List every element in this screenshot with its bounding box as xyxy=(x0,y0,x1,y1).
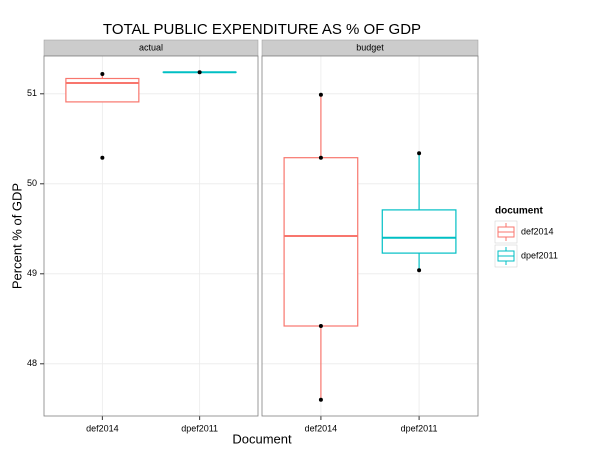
point xyxy=(100,72,105,76)
facet-label: actual xyxy=(139,42,163,52)
x-tick-label: dpef2011 xyxy=(181,423,218,433)
box xyxy=(283,157,359,327)
y-axis-title: Percent % of GDP xyxy=(9,183,24,289)
point xyxy=(100,155,105,160)
x-tick-label: dpef2011 xyxy=(401,423,438,433)
point xyxy=(318,92,323,97)
chart-title: TOTAL PUBLIC EXPENDITURE AS % OF GDP xyxy=(103,21,421,38)
panel xyxy=(44,56,258,416)
y-tick-label: 50 xyxy=(27,178,37,188)
box xyxy=(65,77,140,103)
legend-title: document xyxy=(495,206,543,217)
y-tick-label: 48 xyxy=(27,358,37,368)
point xyxy=(417,268,422,273)
x-tick-label: def2014 xyxy=(86,423,119,433)
x-axis-title: Document xyxy=(232,431,292,446)
y-tick-label: 49 xyxy=(27,268,37,278)
point xyxy=(417,151,422,156)
y-tick-label: 51 xyxy=(27,88,37,98)
panel-border xyxy=(43,55,259,417)
legend-label: def2014 xyxy=(521,226,554,236)
x-tick-label: def2014 xyxy=(305,423,338,433)
box xyxy=(381,209,457,254)
point xyxy=(318,397,323,402)
legend-label: dpef2011 xyxy=(521,250,558,260)
point xyxy=(318,324,323,328)
point xyxy=(197,70,202,75)
point xyxy=(318,155,323,160)
facet-label: budget xyxy=(356,42,384,52)
panel-border xyxy=(261,55,479,417)
